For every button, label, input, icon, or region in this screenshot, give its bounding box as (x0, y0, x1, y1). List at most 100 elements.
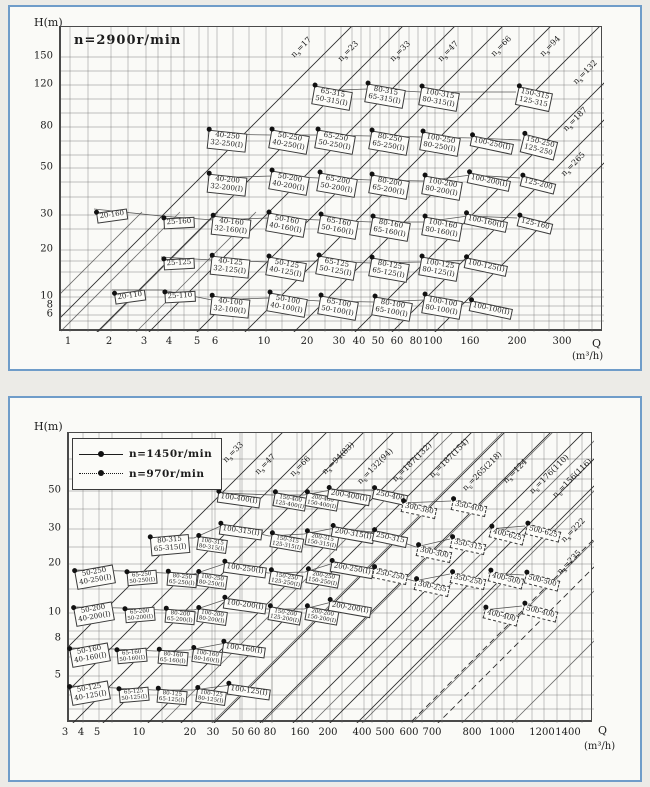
x-tick-label: 40 (352, 336, 366, 347)
y-tick-label: 30 (48, 522, 61, 534)
pump-model-label-variant: 32-250(I) (209, 137, 244, 150)
y-axis-title: H(m) (34, 16, 63, 29)
y-tick-label: 20 (40, 243, 53, 255)
x-tick-label: 4 (165, 336, 173, 347)
y-tick-label: 10 (40, 290, 53, 302)
y-tick-label: 80 (40, 120, 53, 132)
y-tick-label: 120 (33, 78, 53, 90)
y-tick-label: 6 (46, 308, 53, 320)
pump-model-label: 25-110 (167, 290, 193, 301)
x-tick-label: 300 (552, 336, 572, 347)
x-tick-label: 50 (231, 727, 245, 738)
y-tick-label: 150 (33, 50, 53, 62)
pump-model-label-variant: 50-125(I) (121, 693, 148, 703)
pump-model-box: 25-160 (163, 216, 195, 230)
x-tick-label: 100 (423, 336, 443, 347)
solid-line-dot-sample (79, 450, 123, 457)
pump-model-label-variant: 32-100(I) (212, 303, 247, 316)
chart-title: n=2900r/min (74, 33, 182, 48)
y-axis-title: H(m) (34, 420, 63, 433)
pump-model-label-variant: 32-160(I) (213, 223, 248, 236)
y-tick-label: 8 (46, 299, 53, 311)
pump-model-label-variant: 65-250(I) (168, 578, 195, 588)
pump-model-box: 65-125 50-125(I) (118, 686, 150, 704)
x-tick-label: 3 (140, 336, 148, 347)
x-tick-label: 5 (93, 727, 101, 738)
x-tick-label: 2 (105, 336, 113, 347)
x-tick-label: 1200 (529, 727, 555, 738)
pump-model-box: 40-125 32-125(I) (209, 255, 251, 279)
pump-model-box: 80-160 65-160(I) (157, 649, 189, 667)
y-tick-label: 20 (48, 557, 61, 569)
pump-model-box: 40-200 32-200(I) (206, 173, 248, 197)
x-axis-unit: (m³/h) (584, 741, 616, 752)
pump-model-box: 65-200 50-200(I) (124, 606, 156, 624)
pump-model-label: 25-160 (166, 216, 192, 227)
pump-model-box: 80-125 65-125(I) (156, 688, 188, 706)
pump-model-box: 40-100 32-100(I) (209, 295, 251, 319)
pump-model-label-variant: 50-200(I) (127, 613, 154, 623)
pump-model-label-variant: 65-315(I) (153, 542, 187, 553)
legend-row-1450: n=1450r/min (79, 448, 215, 460)
x-axis-title: Q (598, 724, 608, 737)
x-tick-label: 200 (507, 336, 527, 347)
x-tick-label: 1 (64, 336, 72, 347)
x-tick-label: 800 (462, 727, 482, 738)
legend-label-970: n=970r/min (129, 467, 205, 480)
x-tick-label: 60 (390, 336, 404, 347)
x-tick-label: 200 (318, 727, 338, 738)
y-tick-label: 10 (48, 606, 61, 618)
pump-model-label-variant: 32-125(I) (212, 263, 247, 276)
x-tick-label: 20 (183, 727, 197, 738)
x-tick-label: 6 (211, 336, 219, 347)
x-tick-label: 30 (206, 727, 220, 738)
x-axis-unit: (m³/h) (572, 351, 604, 362)
x-tick-label: 60 (247, 727, 261, 738)
x-tick-label: 5 (193, 336, 201, 347)
pump-model-label-variant: 65-200(I) (166, 615, 193, 625)
pump-model-box: 25-110 (164, 290, 196, 304)
x-tick-label: 400 (352, 727, 372, 738)
x-tick-label: 80 (263, 727, 277, 738)
x-tick-label: 1000 (489, 727, 515, 738)
x-tick-label: 30 (332, 336, 346, 347)
x-tick-label: 50 (371, 336, 385, 347)
pump-model-label: 20-160 (99, 208, 125, 221)
y-tick-label: 5 (54, 669, 61, 681)
pump-model-box: 65-160 50-160(I) (116, 647, 148, 665)
x-tick-label: 3 (61, 727, 69, 738)
pump-model-box: 65-250 50-250(I) (126, 569, 158, 587)
x-tick-label: 20 (300, 336, 314, 347)
chart-panel-1450rpm: H(m) ns=33 ns=47 ns=66 ns=94(83) ns=132(94) n… (8, 396, 642, 782)
pump-model-box: 80-315 65-315(I) (149, 534, 191, 556)
legend-row-970: n=970r/min (79, 468, 215, 480)
x-tick-label: 10 (132, 727, 146, 738)
legend: n=1450r/min n=970r/min (72, 438, 222, 490)
pump-model-box: 40-250 32-250(I) (206, 129, 248, 153)
pump-model-label: 25-125 (166, 257, 192, 268)
pump-model-box: 80-200 65-200(I) (164, 608, 196, 626)
x-tick-label: 700 (422, 727, 442, 738)
x-tick-label: 10 (257, 336, 271, 347)
x-tick-label: 4 (77, 727, 85, 738)
pump-model-label-variant: 50-160(I) (119, 654, 146, 664)
dotted-line-dot-sample (79, 470, 123, 477)
y-tick-label: 50 (40, 161, 53, 173)
chart-panel-2900rpm: H(m) n=2900r/min ns=17 ns=23 ns=33 ns=47 ns=… (8, 5, 642, 371)
y-tick-label: 50 (48, 484, 61, 496)
legend-label-1450: n=1450r/min (129, 448, 213, 461)
x-tick-label: 80 (409, 336, 423, 347)
x-tick-label: 160 (290, 727, 310, 738)
y-tick-label: 8 (54, 632, 61, 644)
pump-model-label: 20-110 (117, 289, 143, 302)
x-tick-label: 160 (460, 336, 480, 347)
pump-model-label-variant: 32-200(I) (209, 181, 244, 194)
y-tick-label: 30 (40, 208, 53, 220)
x-tick-label: 500 (375, 727, 395, 738)
x-axis-title: Q (592, 337, 602, 350)
pump-model-box: 25-125 (163, 257, 195, 271)
x-tick-label: 600 (399, 727, 419, 738)
pump-model-box: 80-250 65-250(I) (166, 571, 198, 589)
x-tick-label: 1400 (555, 727, 581, 738)
pump-model-label-variant: 65-125(I) (158, 695, 185, 705)
